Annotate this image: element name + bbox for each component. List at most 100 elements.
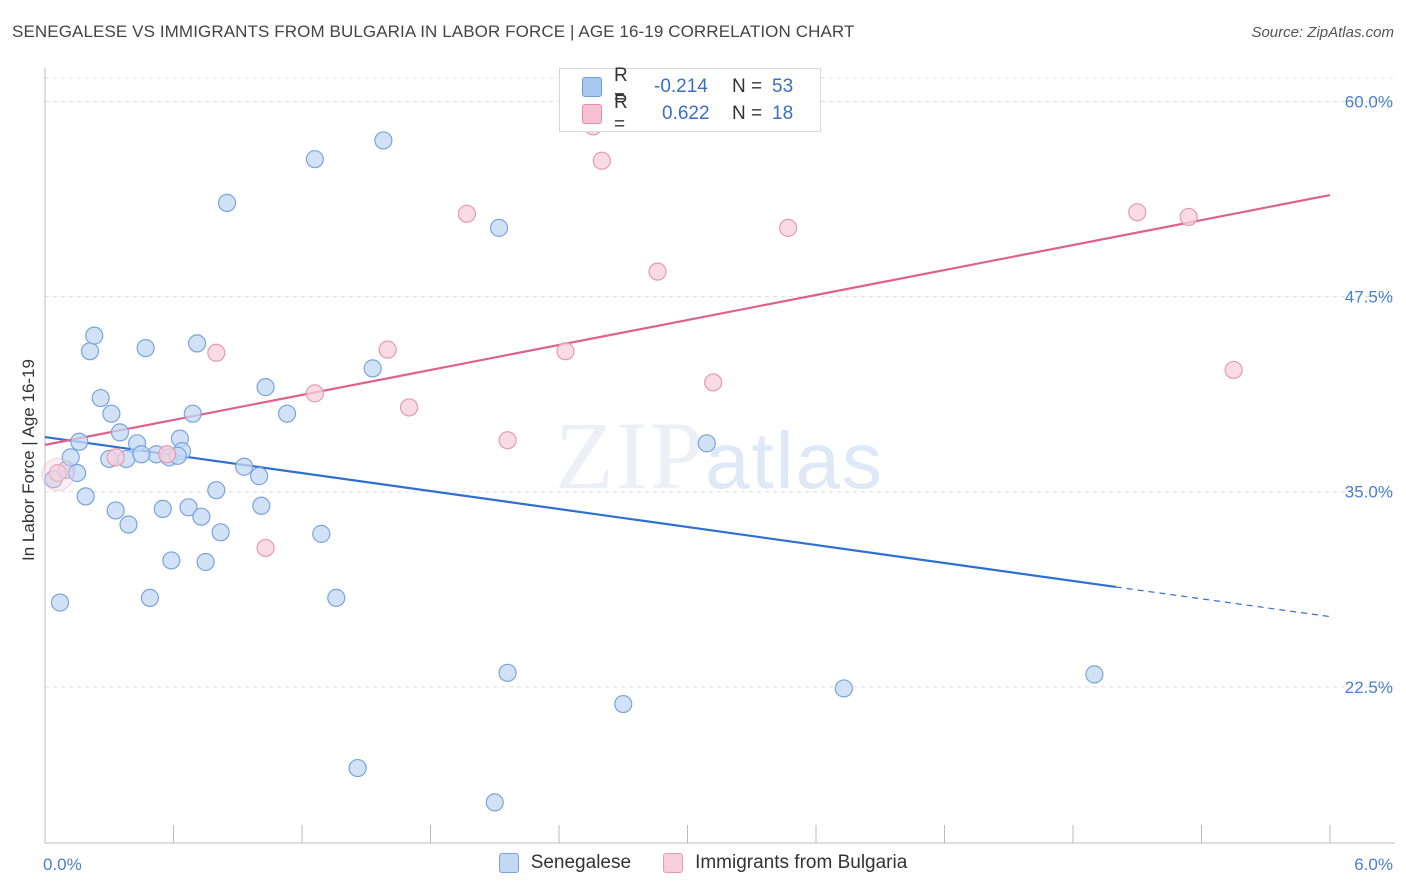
series-label-bulgaria: Immigrants from Bulgaria xyxy=(695,852,908,873)
legend-n-label: N = xyxy=(732,76,763,97)
point-senegalese xyxy=(91,388,110,408)
chart-title: SENEGALESE VS IMMIGRANTS FROM BULGARIA I… xyxy=(12,22,855,41)
legend-swatch-bulgaria xyxy=(582,104,602,124)
point-senegalese xyxy=(277,404,297,423)
series-swatch-senegalese xyxy=(498,853,519,873)
point-senegalese xyxy=(119,515,138,534)
point-senegalese xyxy=(140,588,160,607)
point-bulgaria xyxy=(779,218,798,237)
trendline-extension xyxy=(1115,586,1331,618)
tick-label-layer: 22.5% 35.0% 47.5% 60.0% 0.0% 6.0% xyxy=(43,92,1393,874)
point-senegalese xyxy=(1085,665,1104,684)
point-senegalese xyxy=(485,793,504,812)
point-senegalese xyxy=(50,593,70,612)
point-senegalese xyxy=(162,551,181,570)
y-tick-label: 47.5% xyxy=(1345,288,1393,307)
legend-n-label: N = xyxy=(732,103,763,124)
point-senegalese xyxy=(327,588,346,607)
point-senegalese xyxy=(252,496,271,515)
series-label-senegalese: Senegalese xyxy=(530,852,632,873)
point-senegalese xyxy=(697,434,716,453)
point-bulgaria xyxy=(399,398,419,417)
watermark: ZIPatlas xyxy=(555,400,884,511)
point-senegalese xyxy=(305,150,324,169)
point-senegalese xyxy=(235,457,254,476)
y-tick-label: 35.0% xyxy=(1345,483,1393,502)
series-legend: Senegalese Immigrants from Bulgaria xyxy=(0,852,1406,874)
point-senegalese xyxy=(192,507,211,526)
point-senegalese xyxy=(196,552,215,572)
series-legend-bulgaria[interactable]: Immigrants from Bulgaria xyxy=(663,852,907,874)
point-senegalese xyxy=(68,463,87,483)
point-senegalese xyxy=(498,663,517,682)
point-senegalese xyxy=(106,501,125,520)
legend-row-bulgaria: R = 0.622 N = 18 xyxy=(582,92,794,135)
point-bulgaria xyxy=(1179,207,1198,227)
point-senegalese xyxy=(70,432,89,451)
point-bulgaria xyxy=(106,448,125,467)
point-senegalese xyxy=(85,326,104,345)
point-senegalese xyxy=(207,481,226,500)
y-axis-label: In Labor Force | Age 16-19 xyxy=(19,359,38,561)
point-bulgaria xyxy=(648,262,667,281)
source-credit: Source: ZipAtlas.com xyxy=(1251,24,1394,41)
point-bulgaria xyxy=(157,445,177,464)
point-senegalese xyxy=(250,467,269,486)
point-bulgaria xyxy=(1128,203,1147,222)
point-bulgaria xyxy=(556,342,575,361)
legend-r-value: -0.214 xyxy=(654,76,708,97)
point-senegalese xyxy=(348,758,367,778)
x-tick-label-min: 0.0% xyxy=(43,855,82,874)
point-senegalese xyxy=(834,679,853,698)
trendline xyxy=(44,194,1331,446)
point-senegalese xyxy=(614,694,633,714)
y-tick-label: 22.5% xyxy=(1345,678,1393,697)
point-bulgaria xyxy=(704,373,723,392)
point-senegalese xyxy=(76,487,95,506)
x-tick-label-max: 6.0% xyxy=(1354,855,1393,874)
point-senegalese xyxy=(312,524,331,543)
point-senegalese xyxy=(489,218,509,237)
series-legend-senegalese[interactable]: Senegalese xyxy=(498,852,632,874)
point-cluster xyxy=(41,458,75,492)
point-layer xyxy=(41,117,1243,812)
legend-n-value: 18 xyxy=(772,103,794,124)
series-swatch-bulgaria xyxy=(663,853,684,873)
watermark-atlas: atlas xyxy=(705,416,884,505)
trendline xyxy=(44,435,1116,589)
point-senegalese xyxy=(374,131,393,150)
legend-r-label: R = xyxy=(614,65,628,108)
point-senegalese xyxy=(217,193,237,212)
trendline-layer xyxy=(44,194,1331,618)
y-tick-label: 60.0% xyxy=(1345,92,1393,111)
legend-swatch-senegalese xyxy=(582,77,602,97)
point-senegalese xyxy=(363,359,382,378)
point-senegalese xyxy=(153,499,172,518)
point-bulgaria xyxy=(378,340,397,359)
axis-layer xyxy=(44,68,1395,844)
point-senegalese xyxy=(211,523,230,542)
point-bulgaria xyxy=(457,204,477,223)
legend-r-value: 0.622 xyxy=(662,103,710,124)
point-senegalese xyxy=(136,338,155,358)
point-senegalese xyxy=(80,342,100,361)
watermark-zip: ZIP xyxy=(555,402,705,509)
point-bulgaria xyxy=(207,343,226,362)
point-bulgaria xyxy=(1224,360,1243,380)
point-bulgaria xyxy=(256,538,275,558)
point-bulgaria xyxy=(498,431,517,450)
point-senegalese xyxy=(110,423,130,442)
legend-n-value: 53 xyxy=(772,76,794,97)
point-senegalese xyxy=(102,404,121,423)
point-senegalese xyxy=(179,498,198,517)
point-senegalese xyxy=(61,448,80,467)
legend-row-senegalese: R = -0.214 N = 53 xyxy=(582,65,794,108)
point-senegalese xyxy=(187,334,207,353)
point-bulgaria xyxy=(592,151,611,170)
point-senegalese xyxy=(256,378,275,397)
legend: R = -0.214 N = 53 R = 0.622 N = 18 xyxy=(559,65,821,135)
legend-r-label: R = xyxy=(614,92,628,135)
point-bulgaria xyxy=(48,463,67,483)
point-senegalese xyxy=(132,445,151,464)
